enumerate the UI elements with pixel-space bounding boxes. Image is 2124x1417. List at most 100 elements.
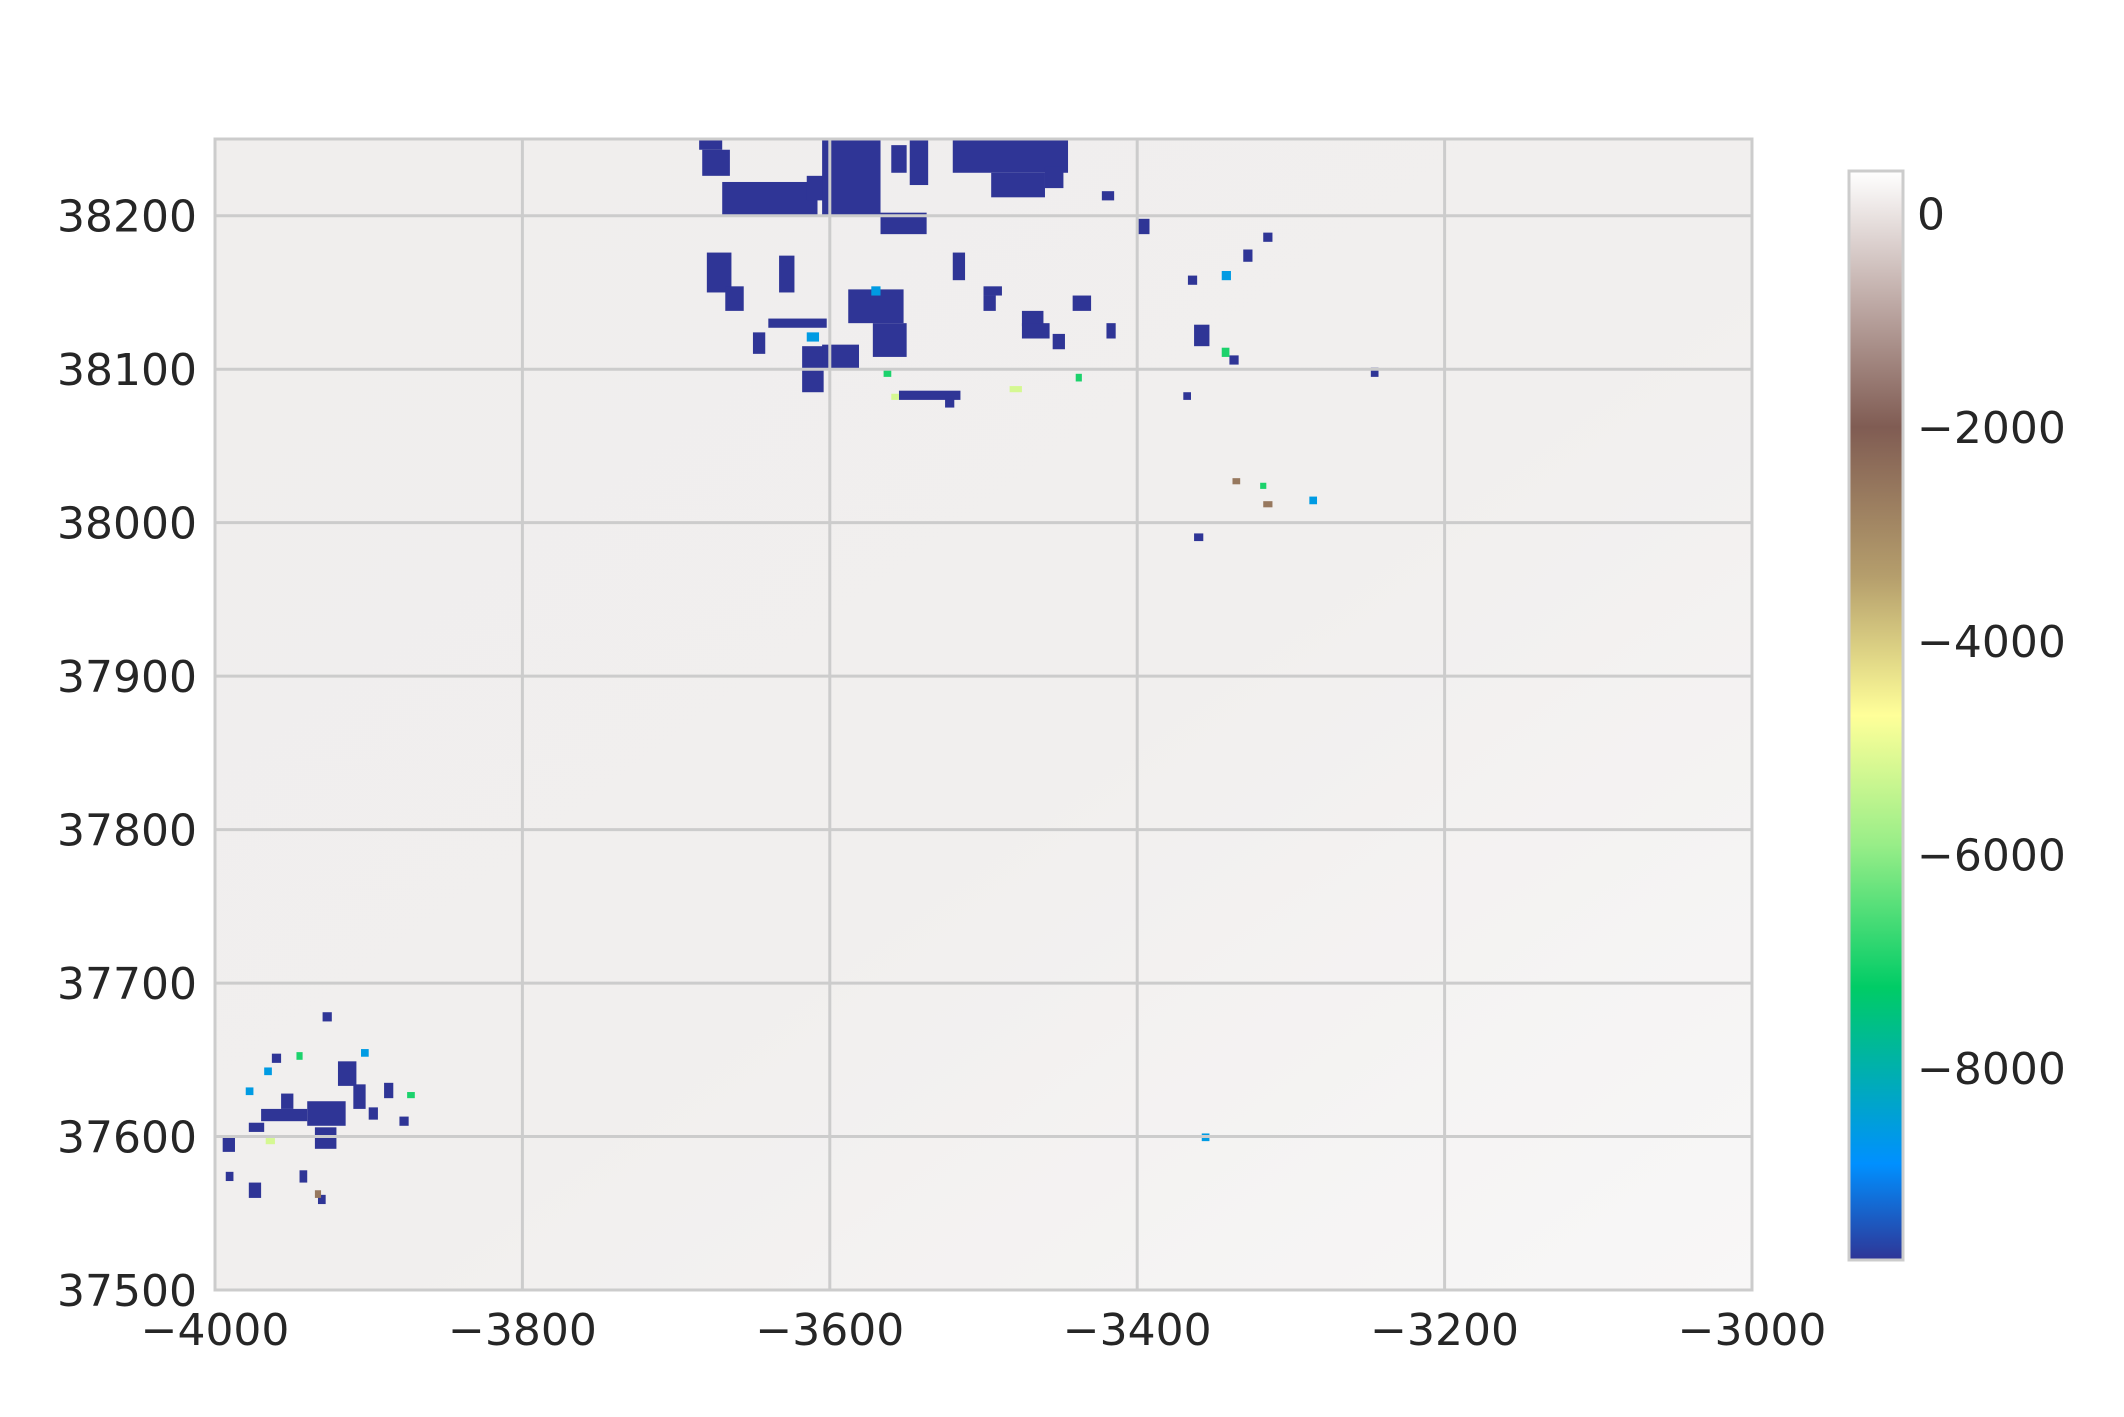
heatmap-cell — [768, 318, 827, 328]
y-tick-label: 37900 — [57, 652, 197, 703]
heatmap-cell — [1309, 496, 1318, 505]
heatmap-cell — [702, 149, 730, 176]
heatmap-cell — [699, 139, 723, 150]
heatmap-cell — [871, 286, 881, 296]
heatmap-cell — [898, 390, 961, 400]
heatmap-cell — [314, 1190, 322, 1198]
y-tick-label: 37800 — [57, 806, 197, 857]
colorbar-tick-label: −4000 — [1917, 617, 2066, 668]
heatmap-cell — [337, 1061, 357, 1086]
colorbar: 0 −2000 −4000 −6000 −8000 — [1847, 169, 2066, 1262]
heatmap-cell — [1263, 501, 1273, 508]
heatmap-cell — [872, 323, 907, 357]
heatmap-cell — [265, 1138, 275, 1145]
heatmap-cell — [1137, 218, 1150, 235]
heatmap-cell — [822, 139, 881, 216]
y-axis-ticks: 37500 37600 37700 37800 37900 38000 38100 38200 — [57, 192, 197, 1317]
heatmap-cell — [1183, 392, 1191, 400]
y-tick-label: 37500 — [57, 1266, 197, 1317]
heatmap-cell — [1044, 166, 1064, 189]
heatmap-cell — [307, 1101, 346, 1126]
heatmap-cell — [368, 1107, 378, 1120]
heatmap-cell — [1101, 191, 1115, 201]
heatmap-cell — [1194, 324, 1210, 347]
heatmap-cell — [883, 369, 892, 377]
colorbar-gradient — [1849, 171, 1903, 1260]
y-tick-label: 37600 — [57, 1113, 197, 1164]
y-tick-label: 38000 — [57, 499, 197, 550]
heatmap-cell — [299, 1170, 308, 1183]
heatmap-cell — [891, 393, 899, 400]
y-tick-label: 38100 — [57, 345, 197, 396]
heatmap-cell — [264, 1067, 272, 1076]
grid-lines — [215, 139, 1752, 1290]
heatmap-cell — [271, 1053, 282, 1063]
heatmap-cell — [952, 252, 966, 281]
heatmap-cell — [752, 332, 766, 354]
x-tick-label: −3600 — [755, 1305, 904, 1356]
heatmap-cell — [909, 139, 929, 186]
x-tick-label: −3400 — [1063, 1305, 1212, 1356]
heatmap-cells — [222, 139, 1379, 1205]
heatmap-cell — [399, 1116, 409, 1126]
heatmap-cell — [1221, 270, 1231, 281]
heatmap-cell — [1021, 323, 1050, 339]
y-tick-label: 38200 — [57, 192, 197, 243]
x-tick-label: −3800 — [448, 1305, 597, 1356]
plot-area — [215, 139, 1752, 1290]
heatmap-cell — [222, 1136, 235, 1152]
colorbar-tick-label: 0 — [1917, 190, 1945, 241]
heatmap-cell — [722, 181, 818, 216]
colorbar-tick-label: −6000 — [1917, 830, 2066, 881]
heatmap-cell — [1187, 275, 1198, 285]
heatmap-cell — [1263, 232, 1273, 242]
heatmap-cell — [1229, 355, 1239, 365]
heatmap-cell — [1009, 386, 1022, 393]
heatmap-cell — [822, 344, 860, 370]
heatmap-cell — [322, 1012, 332, 1022]
heatmap-cell — [245, 1087, 254, 1096]
heatmap-cell — [1221, 347, 1230, 357]
heatmap-cell — [317, 1194, 326, 1205]
heatmap-cell — [1370, 367, 1379, 377]
colorbar-tick-label: −2000 — [1917, 403, 2066, 454]
heatmap-cell — [281, 1093, 294, 1109]
heatmap-cell — [706, 252, 732, 293]
x-tick-label: −3200 — [1370, 1305, 1519, 1356]
heatmap-cell — [891, 145, 907, 173]
heatmap-cell — [1243, 249, 1253, 262]
colorbar-frame — [1847, 169, 1905, 1262]
heatmap-cell — [806, 175, 826, 201]
heatmap-cell — [1232, 478, 1241, 485]
heatmap-cell — [880, 212, 927, 235]
heatmap-cell — [945, 398, 955, 408]
y-tick-label: 37700 — [57, 959, 197, 1010]
heatmap-cell — [361, 1049, 369, 1057]
heatmap-cell — [1106, 323, 1116, 339]
heatmap-cell — [725, 286, 744, 311]
heatmap-cell — [1194, 533, 1204, 542]
heatmap-cell — [1021, 310, 1044, 327]
heatmap-cell — [1052, 333, 1065, 350]
heatmap-cell — [407, 1092, 415, 1099]
heatmap-cell — [806, 332, 820, 342]
colorbar-tick-label: −8000 — [1917, 1044, 2066, 1095]
heatmap-cell — [314, 1127, 337, 1149]
heatmap-cell — [1260, 482, 1267, 489]
heatmap-cell — [261, 1108, 308, 1122]
plot-background — [215, 139, 1752, 1290]
heatmap-cell — [1072, 295, 1092, 311]
heatmap-cell — [353, 1084, 366, 1109]
x-axis-ticks: −4000 −3800 −3600 −3400 −3200 −3000 — [141, 1305, 1827, 1356]
heatmap-cell — [983, 286, 1002, 296]
heatmap-cell — [384, 1082, 394, 1099]
heatmap-cell — [248, 1122, 265, 1132]
colorbar-ticks: 0 −2000 −4000 −6000 −8000 — [1917, 190, 2066, 1095]
heatmap-cell — [983, 295, 996, 311]
plot-frame — [213, 137, 1754, 1292]
heatmap-cell — [779, 255, 795, 293]
heatmap-cell — [991, 172, 1045, 198]
x-tick-label: −3000 — [1678, 1305, 1827, 1356]
heatmap-cell — [296, 1052, 303, 1060]
